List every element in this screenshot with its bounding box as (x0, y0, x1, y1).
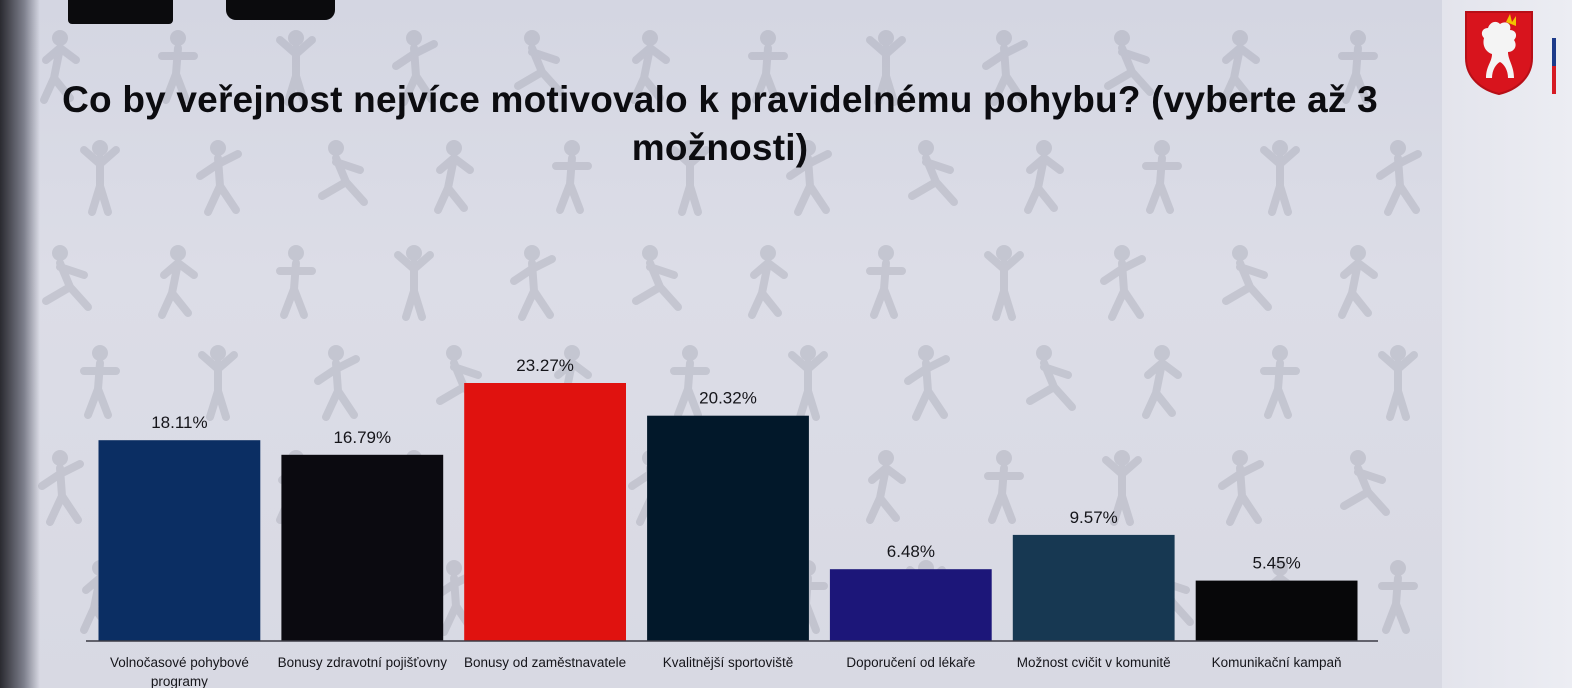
sport-pictogram-icon (1104, 30, 1154, 96)
sport-pictogram-icon (1378, 345, 1418, 421)
chart-title: Co by veřejnost nejvíce motivovalo k pra… (62, 79, 1378, 168)
category-label-1-line-2: programy (151, 674, 208, 688)
sport-pictogram-icon (866, 450, 906, 524)
sport-pictogram-icon (552, 140, 592, 214)
sport-pictogram-icon (158, 245, 198, 319)
sport-pictogram-icon (786, 140, 832, 216)
sport-pictogram-icon (394, 245, 434, 321)
sport-pictogram-icon (1340, 450, 1390, 516)
flag-stripe (1552, 38, 1556, 94)
czech-coat-of-arms-icon (1465, 11, 1533, 96)
sport-pictogram-icon (80, 140, 120, 216)
bar-3 (464, 383, 626, 641)
sport-pictogram-icon (40, 30, 80, 104)
sport-pictogram-icon (1142, 140, 1182, 214)
sport-pictogram-icon (42, 245, 92, 311)
category-label-3: Bonusy od zaměstnavatele (464, 655, 626, 670)
sport-pictogram-icon (1218, 450, 1264, 526)
sport-pictogram-icon (748, 30, 788, 104)
sport-pictogram-icon (314, 345, 360, 421)
sport-pictogram-icon (318, 140, 368, 206)
sport-pictogram-icon (866, 245, 906, 319)
sport-pictogram-icon (514, 30, 564, 96)
category-label-5: Doporučení od lékaře (846, 655, 975, 670)
value-label-6: 9.57% (1070, 508, 1118, 527)
sport-pictogram-icon (1378, 560, 1418, 634)
bar-chart: 18.11% Volnočasové pohybové programy 16.79%… (86, 356, 1378, 688)
sport-pictogram-icon (670, 345, 710, 419)
sport-pictogram-icon (392, 30, 438, 106)
sport-pictogram-icon (1024, 140, 1064, 214)
occluding-object-left (68, 0, 173, 24)
sport-pictogram-icon (276, 30, 316, 106)
category-label-7: Komunikační kampaň (1212, 655, 1342, 670)
sport-pictogram-icon (1260, 140, 1300, 216)
sport-pictogram-icon (984, 450, 1024, 524)
sport-pictogram-icon (510, 245, 556, 321)
value-label-5: 6.48% (887, 542, 935, 561)
value-label-1: 18.11% (151, 413, 207, 432)
sport-pictogram-icon (1222, 245, 1272, 311)
sport-pictogram-icon (904, 345, 950, 421)
bar-4 (647, 415, 809, 641)
sport-pictogram-icon (982, 30, 1028, 106)
sport-pictogram-icon (1100, 245, 1146, 321)
category-label-2: Bonusy zdravotní pojišťovny (278, 655, 448, 670)
category-label-1-line-1: Volnočasové pohybové (110, 655, 249, 670)
sport-pictogram-icon (1376, 140, 1422, 216)
sport-pictogram-icon (1338, 245, 1378, 319)
value-label-4: 20.32% (699, 389, 757, 408)
sport-pictogram-icon (630, 30, 670, 104)
category-label-6: Možnost cvičit v komunitě (1017, 655, 1171, 670)
bar-2 (281, 454, 444, 641)
sport-pictogram-icon (670, 140, 710, 216)
screen-edge-shadow (0, 0, 40, 688)
sport-pictogram-icon (432, 560, 478, 636)
bar-7 (1195, 580, 1358, 641)
sport-pictogram-icon (1220, 30, 1260, 104)
category-label-4: Kvalitnější sportoviště (663, 655, 794, 670)
right-side-panel (1442, 0, 1572, 688)
sport-pictogram-icon (38, 450, 84, 526)
bar-1 (98, 440, 261, 641)
sport-pictogram-icon (196, 140, 242, 216)
sport-pictogram-icon (552, 345, 592, 419)
sport-pictogram-icon (908, 140, 958, 206)
bar-5 (829, 569, 992, 641)
sport-pictogram-icon (748, 245, 788, 319)
sport-pictogram-icon (1102, 450, 1142, 526)
sport-pictogram-icon (198, 345, 238, 421)
occluding-object-right (226, 0, 335, 20)
sport-pictogram-icon (276, 245, 316, 319)
sport-pictogram-icon (984, 245, 1024, 321)
value-label-3: 23.27% (516, 356, 574, 375)
value-label-2: 16.79% (333, 428, 391, 447)
value-label-7: 5.45% (1252, 554, 1300, 573)
bar-6 (1012, 534, 1175, 641)
sport-pictogram-icon (632, 245, 682, 311)
sport-pictogram-icon (788, 345, 828, 421)
sport-pictogram-icon (866, 30, 906, 106)
sport-pictogram-icon (1260, 345, 1300, 419)
sport-pictogram-icon (1026, 345, 1076, 411)
sport-pictogram-icon (158, 30, 198, 104)
sport-pictogram-icon (1338, 30, 1378, 104)
sport-pictogram-icon (80, 345, 120, 419)
sport-pictogram-icon (436, 345, 486, 411)
sport-pictogram-icon (434, 140, 474, 214)
sport-pictogram-icon (1142, 345, 1182, 419)
